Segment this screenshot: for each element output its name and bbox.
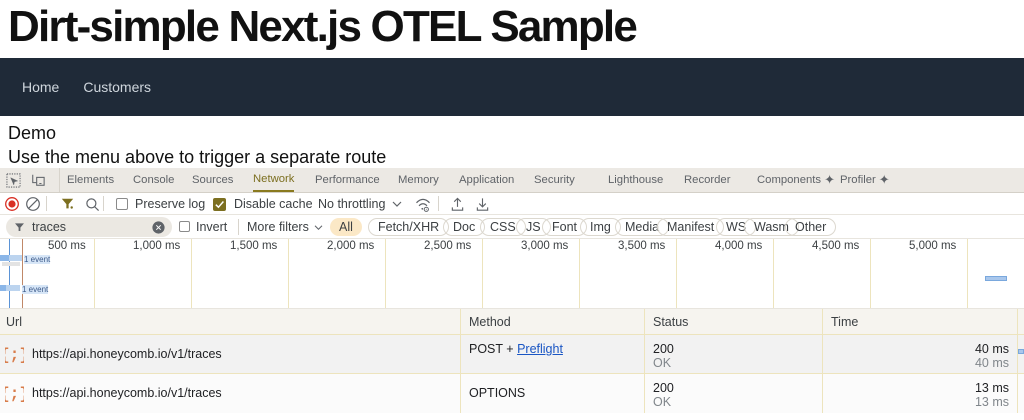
svg-text:{;}: {;} [5, 385, 24, 403]
svg-text:{;}: {;} [5, 346, 24, 364]
